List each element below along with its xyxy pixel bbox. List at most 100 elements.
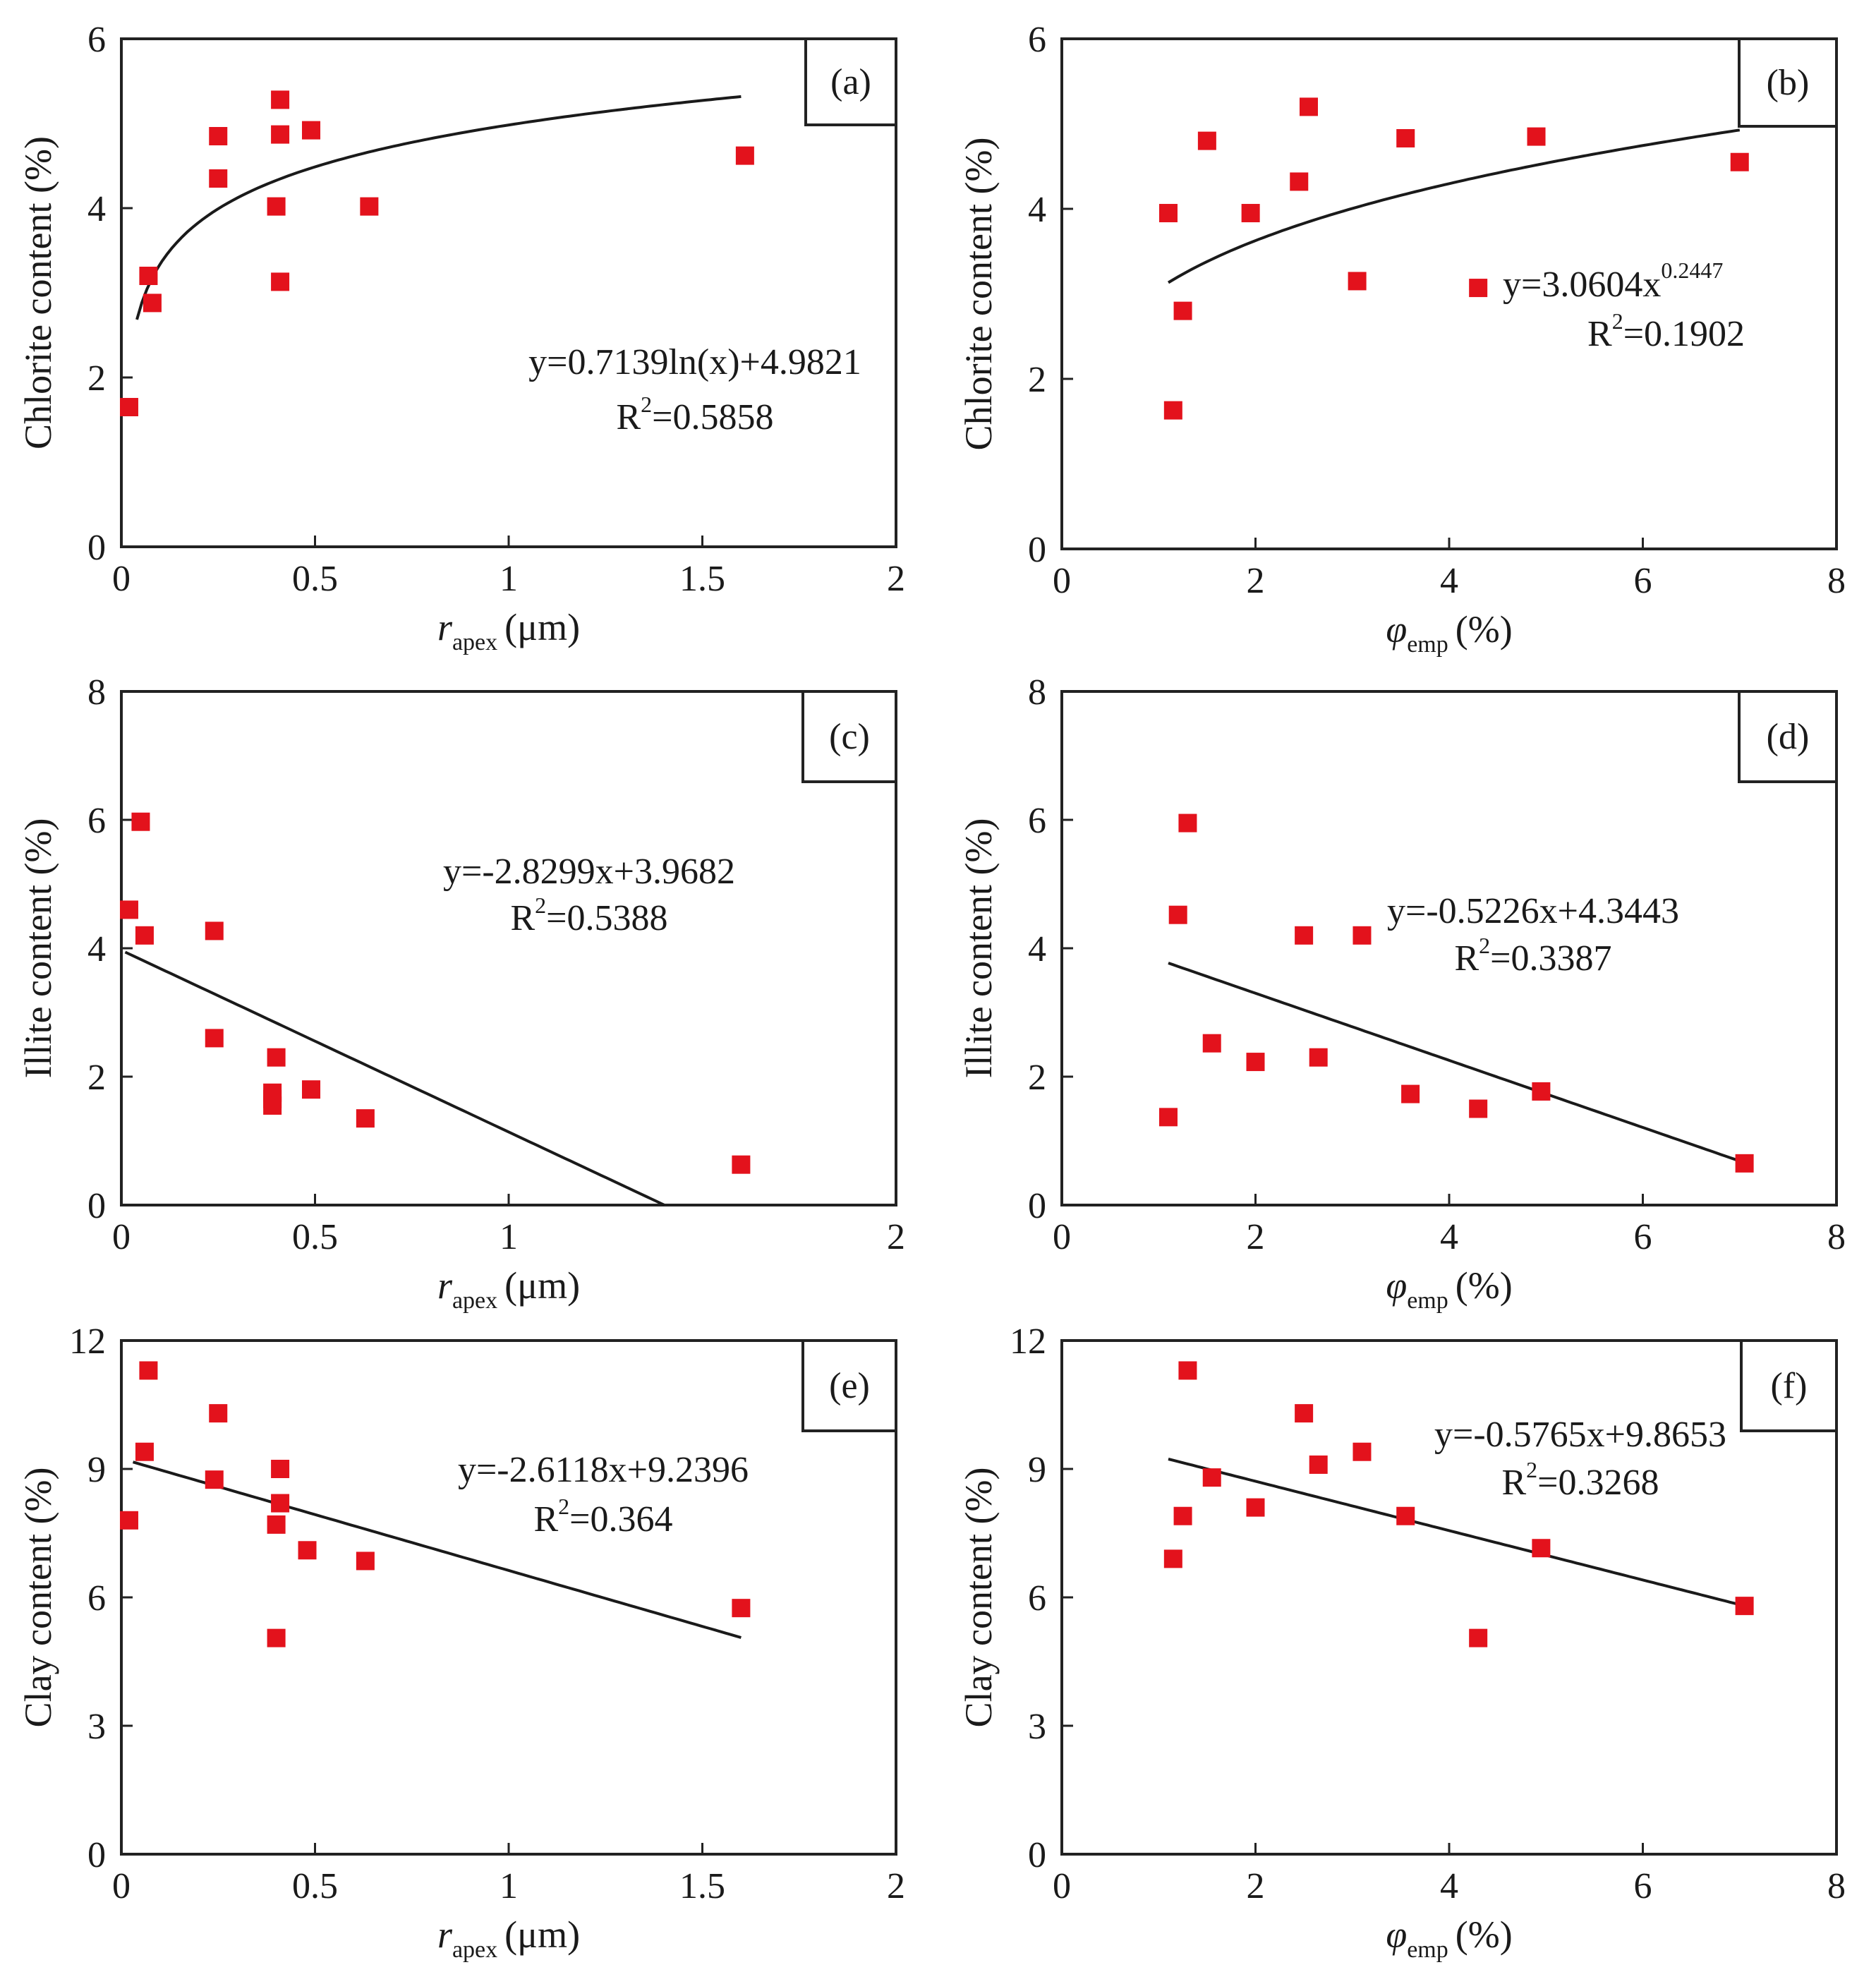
equation-body: y=3.0604x	[1503, 265, 1661, 305]
r-squared-exponent: 2	[641, 392, 652, 417]
equation-exponent: 0.2447	[1661, 258, 1723, 283]
y-tick-label: 9	[87, 1450, 106, 1490]
r-squared: R2=0.3387	[1454, 933, 1611, 979]
r-squared: R2=0.5858	[616, 392, 773, 437]
panel-d: (d) 0 2 4 6 8 0 2 4 6 8 φemp (%) Illite content (%) y=…	[957, 672, 1846, 1314]
x-axis-symbol: r	[437, 1913, 453, 1956]
data-point	[1527, 127, 1546, 146]
data-point	[271, 125, 290, 144]
x-tick-label: 8	[1827, 1217, 1846, 1257]
x-axis-symbol: r	[437, 606, 453, 648]
y-tick-label: 12	[1010, 1321, 1046, 1362]
trend-line	[1168, 962, 1745, 1164]
x-tick-label: 2	[1247, 561, 1265, 601]
x-tick-label: 0.5	[292, 1866, 338, 1906]
x-axis-subscript: emp	[1407, 1288, 1448, 1314]
equation-body: y=-0.5765x+9.8653	[1434, 1415, 1726, 1455]
y-tick-label: 4	[87, 189, 106, 229]
panel-e: (e) 0 0.5 1 1.5 2 0 3 6 9 12 rapex (μm) Clay content …	[17, 1321, 905, 1963]
x-tick-label: 6	[1634, 1866, 1652, 1906]
data-point	[135, 1442, 154, 1461]
x-axis-subscript: emp	[1407, 631, 1448, 658]
x-axis-unit: (μm)	[504, 1264, 580, 1307]
x-tick-label: 0	[1053, 1217, 1071, 1257]
x-axis-subscript: apex	[452, 1288, 497, 1314]
r-squared-exponent: 2	[1526, 1457, 1537, 1482]
x-axis-symbol: φ	[1386, 1913, 1407, 1956]
trend-line	[135, 95, 742, 320]
panel-label-box	[801, 1339, 897, 1432]
y-tick-label: 0	[87, 1186, 106, 1226]
trend-equation: y=-2.6118x+9.2396	[458, 1450, 749, 1490]
trend-equation: y=0.7139ln(x)+4.9821	[528, 342, 861, 382]
panel-f: (f) 0 2 4 6 8 0 3 6 9 12 φemp (%) Clay content (%) y=-…	[957, 1321, 1846, 1963]
x-axis-subscript: apex	[452, 629, 497, 655]
data-point	[1532, 1082, 1551, 1101]
y-tick-label: 0	[1028, 1186, 1046, 1226]
x-axis-symbol: r	[437, 1264, 453, 1307]
data-point	[1197, 131, 1216, 150]
data-point	[1178, 813, 1197, 833]
data-point	[205, 921, 224, 940]
data-point	[1173, 301, 1192, 320]
data-point	[1295, 926, 1314, 945]
r-squared: R2=0.3268	[1501, 1457, 1659, 1503]
panel-a: (a) 0 0.5 1 1.5 2 0 2 4 6 rapex (μm) Chlorite conten…	[17, 20, 905, 655]
x-tick-label: 1	[500, 1217, 518, 1257]
data-point	[1469, 1099, 1488, 1118]
data-point	[267, 1628, 286, 1647]
r-squared-exponent: 2	[1612, 308, 1623, 334]
data-point	[356, 1109, 375, 1128]
data-point	[205, 1470, 224, 1489]
data-point	[732, 1155, 751, 1174]
y-tick-label: 2	[1028, 1058, 1046, 1098]
panel-label-box	[1738, 690, 1838, 783]
trend-equation: y=-0.5765x+9.8653	[1434, 1415, 1726, 1455]
y-tick-label: 6	[1028, 801, 1046, 841]
r-squared-value: =0.5858	[652, 397, 773, 437]
plot-frame	[120, 1339, 897, 1856]
y-tick-label: 2	[1028, 360, 1046, 400]
r-squared-value: =0.3268	[1537, 1463, 1659, 1503]
data-point	[119, 1511, 138, 1530]
y-tick-label: 9	[1028, 1450, 1046, 1490]
data-point	[1158, 1108, 1178, 1127]
y-tick-label: 3	[87, 1707, 106, 1747]
x-axis-unit: (μm)	[504, 606, 580, 648]
data-point	[1352, 926, 1372, 945]
data-point	[209, 127, 228, 145]
plot-frame	[120, 37, 897, 548]
data-point	[1352, 1442, 1372, 1461]
x-axis-title: rapex (μm)	[437, 1913, 580, 1963]
data-point	[1202, 1468, 1221, 1487]
data-point	[1532, 1539, 1551, 1558]
panel-label: (a)	[830, 62, 871, 102]
panel-b: (b) 0 2 4 6 8 0 2 4 6 φemp (%) Chlorite content (%) y…	[957, 20, 1846, 658]
trend-equation: y=-2.8299x+3.9682	[443, 852, 735, 892]
y-tick-label: 4	[1028, 190, 1046, 230]
r-squared-symbol: R	[616, 397, 641, 437]
x-tick-label: 8	[1827, 561, 1846, 601]
data-point	[1246, 1498, 1265, 1517]
panel-label: (f)	[1771, 1366, 1808, 1406]
panel-c: (c) 0 0.5 1 2 0 2 4 6 8 rapex (μm) Illite content (%…	[17, 672, 905, 1314]
x-tick-label: 2	[1247, 1217, 1265, 1257]
data-point	[356, 1551, 375, 1571]
y-tick-label: 6	[87, 20, 106, 60]
data-point	[267, 197, 286, 216]
equation-body: y=-2.6118x+9.2396	[458, 1450, 749, 1490]
data-point	[139, 1361, 158, 1380]
x-axis-title: rapex (μm)	[437, 606, 580, 655]
data-point	[1158, 204, 1178, 223]
y-tick-label: 0	[1028, 1835, 1046, 1875]
y-tick-label: 6	[87, 1578, 106, 1619]
panel-label: (e)	[829, 1366, 870, 1406]
r-squared-value: =0.3387	[1490, 938, 1611, 979]
x-tick-label: 1	[500, 559, 518, 599]
trend-line	[1168, 1458, 1745, 1608]
x-axis-unit: (μm)	[504, 1913, 580, 1956]
y-axis-title: Illite content (%)	[17, 818, 59, 1079]
y-tick-label: 6	[1028, 20, 1046, 60]
r-squared-exponent: 2	[1479, 933, 1490, 958]
